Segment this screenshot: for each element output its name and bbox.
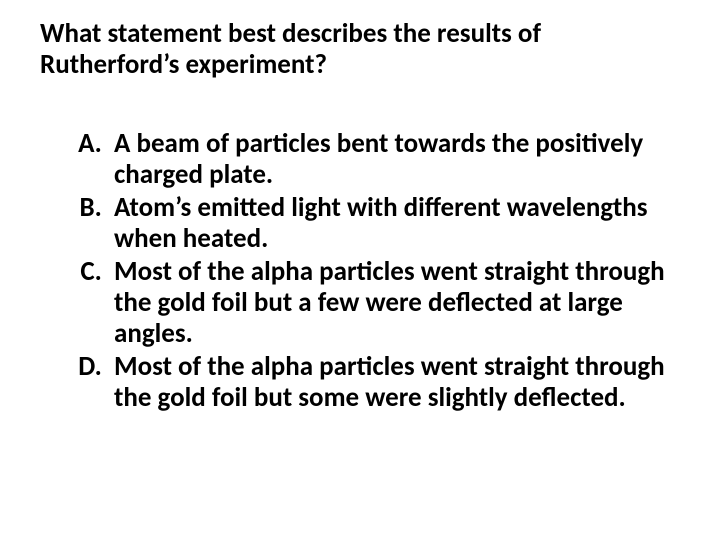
slide: What statement best describes the result… bbox=[0, 0, 720, 540]
answer-option-a-text: A beam of particles bent towards the pos… bbox=[114, 127, 643, 191]
answer-list: A beam of particles bent towards the pos… bbox=[40, 128, 680, 415]
answer-option-b-text: Atom’s emitted light with different wave… bbox=[114, 191, 648, 255]
answer-option-b: Atom’s emitted light with different wave… bbox=[108, 192, 680, 254]
answer-option-c-text: Most of the alpha particles went straigh… bbox=[114, 255, 665, 350]
answer-option-d-text: Most of the alpha particles went straigh… bbox=[114, 350, 665, 414]
question-text: What statement best describes the result… bbox=[40, 18, 680, 80]
answer-option-a: A beam of particles bent towards the pos… bbox=[108, 128, 680, 190]
answer-option-c: Most of the alpha particles went straigh… bbox=[108, 256, 680, 349]
answer-option-d: Most of the alpha particles went straigh… bbox=[108, 351, 680, 413]
